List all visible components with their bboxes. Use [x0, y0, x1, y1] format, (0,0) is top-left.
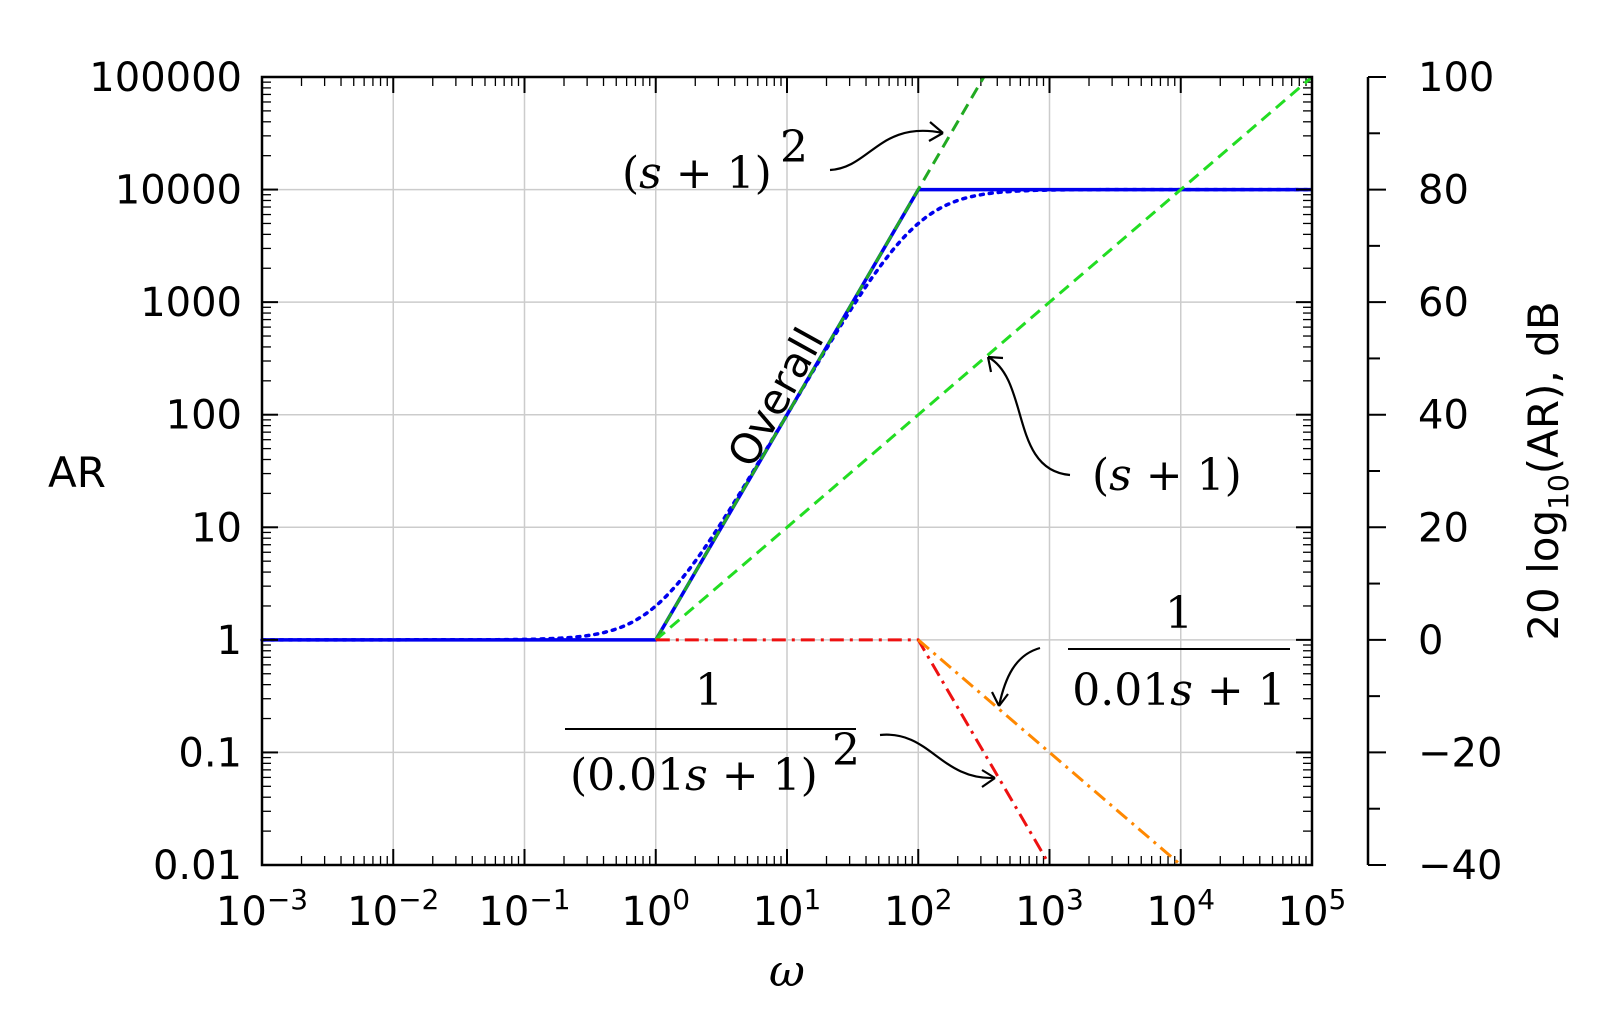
- y-tick-label: 0.1: [178, 730, 242, 776]
- label-frac2-denominator: (0.01s + 1): [570, 750, 818, 801]
- arrow-lin-head: [986, 355, 1004, 373]
- label-s-plus-1-squared: (s + 1): [622, 148, 772, 199]
- y2-tick-label: 100: [1418, 55, 1494, 101]
- x-tick-label: 105: [1278, 883, 1347, 935]
- y2-tick-label: 40: [1418, 393, 1469, 439]
- x-axis-title: ω: [769, 946, 805, 997]
- y2-tick-label: 80: [1418, 168, 1469, 214]
- y-tick-label: 0.01: [153, 843, 242, 889]
- minor-ticks: [262, 77, 1312, 865]
- x-tick-label: 104: [1146, 883, 1215, 935]
- y-tick-label: 100000: [89, 55, 242, 101]
- x-tick-label: 101: [753, 883, 822, 935]
- arrow-frac1: [997, 646, 1041, 707]
- arrow-sq-head: [928, 121, 944, 142]
- y-tick-label: 1: [217, 618, 242, 664]
- x-tick-label: 10−1: [478, 883, 570, 935]
- series-line: [654, 75, 1313, 642]
- y-axis-title: AR: [48, 448, 106, 497]
- series-layer: [260, 75, 1314, 867]
- series-line: [260, 187, 1314, 642]
- y-tick-label: 100: [166, 393, 242, 439]
- y2-tick-label: 0: [1418, 618, 1443, 664]
- x-tick-label: 10−3: [216, 883, 308, 935]
- x-tick-label: 103: [1015, 883, 1084, 935]
- y2-tick-label: 60: [1418, 280, 1469, 326]
- arrow-lin: [987, 356, 1071, 477]
- axis-titles: AR ω 20 log10(AR), dB: [48, 301, 1575, 997]
- label-frac2-numerator: 1: [695, 665, 723, 716]
- y-tick-label: 10: [191, 505, 242, 551]
- label-frac1-numerator: 1: [1165, 588, 1193, 639]
- x-tick-label: 102: [884, 883, 953, 935]
- arrow-frac1-head: [991, 691, 1009, 707]
- y2-axis-title: 20 log10(AR), dB: [1519, 301, 1575, 640]
- label-frac2-exp: 2: [832, 725, 860, 776]
- x-tick-label: 100: [621, 883, 690, 935]
- y2-tick-label: 20: [1418, 505, 1469, 551]
- label-s-plus-1-squared-exp: 2: [780, 122, 808, 173]
- series-line: [654, 76, 986, 641]
- arrow-sq: [829, 129, 944, 172]
- y2-tick-label: −40: [1418, 843, 1502, 889]
- axis-ticks: 10−3 10−2 10−1 100 101 102 103 104 1050.010.1110…: [89, 55, 1502, 935]
- arrow-frac2-head: [981, 769, 996, 788]
- x-tick-label: 10−2: [347, 883, 439, 935]
- label-s-plus-1: (s + 1): [1092, 450, 1242, 501]
- label-frac1-denominator: 0.01s + 1: [1072, 665, 1285, 716]
- y-tick-label: 1000: [140, 280, 242, 326]
- arrow-frac2: [879, 733, 996, 780]
- y-tick-label: 10000: [115, 168, 242, 214]
- y2-tick-label: −20: [1418, 730, 1502, 776]
